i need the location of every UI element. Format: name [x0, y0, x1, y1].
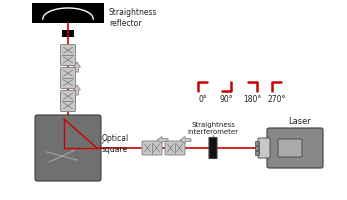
FancyBboxPatch shape: [60, 90, 76, 112]
Text: 0°: 0°: [198, 95, 207, 104]
FancyBboxPatch shape: [255, 146, 259, 150]
Text: Straightness
reflector: Straightness reflector: [109, 8, 158, 28]
FancyBboxPatch shape: [60, 45, 76, 66]
FancyBboxPatch shape: [258, 138, 270, 158]
FancyBboxPatch shape: [267, 128, 323, 168]
FancyBboxPatch shape: [278, 139, 302, 157]
FancyBboxPatch shape: [142, 141, 162, 155]
Text: 270°: 270°: [267, 95, 286, 104]
Text: Laser: Laser: [289, 117, 312, 126]
FancyBboxPatch shape: [255, 151, 259, 154]
Text: 180°: 180°: [243, 95, 262, 104]
FancyBboxPatch shape: [35, 115, 101, 181]
Text: 90°: 90°: [220, 95, 233, 104]
FancyBboxPatch shape: [62, 29, 74, 36]
Text: Optical
square: Optical square: [102, 134, 129, 154]
FancyArrow shape: [180, 136, 191, 144]
FancyArrow shape: [74, 62, 81, 72]
FancyBboxPatch shape: [255, 141, 259, 144]
FancyArrow shape: [74, 85, 81, 95]
FancyBboxPatch shape: [165, 141, 185, 155]
FancyBboxPatch shape: [32, 3, 104, 23]
FancyArrow shape: [157, 136, 168, 144]
FancyBboxPatch shape: [209, 138, 217, 158]
Text: Straightness
interferometer: Straightness interferometer: [187, 121, 238, 135]
FancyBboxPatch shape: [60, 68, 76, 88]
